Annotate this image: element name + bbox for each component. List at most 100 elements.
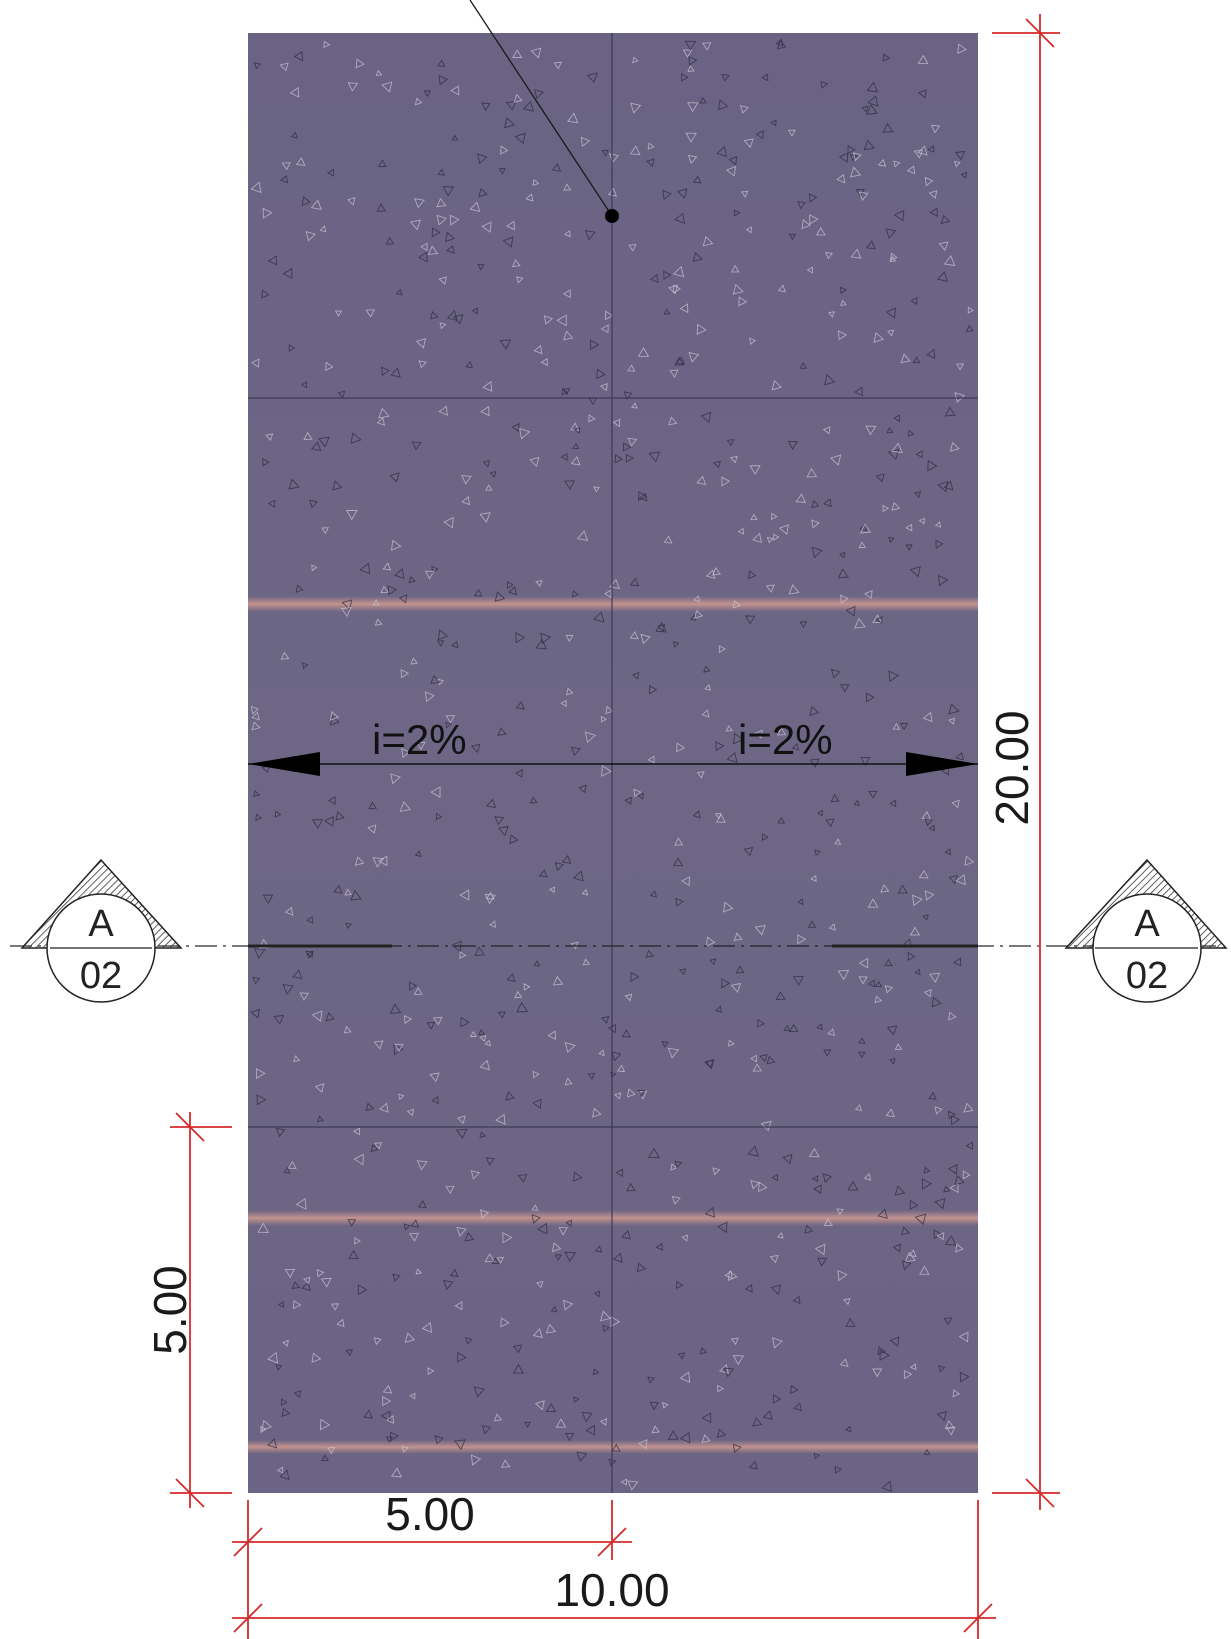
gravel-mark: [537, 1222, 548, 1235]
gravel-mark: [363, 1409, 373, 1419]
gravel-mark: [909, 1363, 917, 1371]
gravel-mark: [572, 1171, 583, 1182]
gravel-mark: [329, 711, 340, 721]
gravel-mark: [924, 890, 935, 901]
gravel-mark: [721, 978, 731, 989]
gravel-mark: [580, 136, 591, 147]
gravel-mark: [775, 38, 784, 47]
gravel-mark: [590, 339, 600, 350]
gravel-mark: [592, 1368, 600, 1376]
gravel-mark: [733, 932, 743, 941]
gravel-mark: [630, 102, 642, 114]
gravel-mark: [738, 296, 748, 307]
gravel-mark: [436, 197, 447, 208]
gravel-mark: [452, 314, 464, 325]
gravel-mark: [953, 160, 961, 168]
gravel-mark: [756, 1018, 766, 1028]
gravel-mark: [397, 1093, 405, 1101]
gravel-mark: [610, 1315, 621, 1328]
gravel-mark: [306, 950, 314, 959]
gravel-mark: [812, 1184, 822, 1195]
gravel-mark: [323, 40, 331, 49]
gravel-mark: [912, 894, 923, 907]
gravel-mark: [688, 351, 700, 363]
gravel-mark: [788, 233, 797, 241]
gravel-mark: [301, 196, 311, 206]
gravel-mark: [891, 501, 901, 511]
gravel-mark: [912, 356, 921, 364]
gravel-mark: [761, 73, 769, 82]
gravel-mark: [258, 938, 270, 949]
gravel-mark: [874, 995, 883, 1004]
gravel-mark: [955, 752, 964, 761]
gravel-mark: [600, 324, 609, 334]
gravel-mark: [943, 1185, 951, 1193]
gravel-mark: [581, 888, 589, 896]
gravel-mark: [940, 214, 951, 225]
gravel-mark: [676, 188, 688, 199]
gravel-mark: [552, 975, 564, 986]
gravel-mark: [923, 1448, 931, 1455]
gravel-mark: [864, 589, 873, 600]
gravel-mark: [649, 685, 658, 695]
gravel-mark: [868, 790, 878, 799]
gravel-mark: [772, 1337, 783, 1349]
gravel-mark: [555, 1418, 567, 1428]
gravel-mark: [489, 470, 497, 478]
gravel-mark: [651, 1425, 661, 1434]
gravel-mark: [477, 263, 485, 271]
gravel-mark: [730, 264, 740, 273]
gravel-mark: [849, 166, 862, 178]
gravel-mark: [875, 473, 885, 483]
gravel-mark: [845, 605, 856, 617]
gravel-mark: [409, 981, 418, 991]
gravel-mark: [381, 81, 393, 93]
gravel-mark: [752, 532, 763, 544]
gravel-mark: [548, 886, 555, 894]
gravel-mark: [390, 367, 401, 378]
gravel-mark: [347, 1219, 357, 1227]
gravel-mark: [535, 580, 543, 588]
gravel-mark: [609, 153, 620, 164]
gravel-mark: [667, 1430, 679, 1440]
gravel-mark: [373, 1337, 382, 1346]
gravel-mark: [456, 1226, 467, 1237]
gravel-mark: [854, 386, 864, 397]
slope-label-left: i=2%: [372, 716, 467, 763]
gravel-mark: [701, 1434, 711, 1443]
gravel-mark: [401, 1445, 409, 1454]
gravel-mark: [455, 1128, 468, 1140]
gravel-mark: [915, 450, 923, 459]
gravel-mark: [380, 1410, 391, 1422]
gravel-mark: [316, 1115, 324, 1123]
gravel-mark: [777, 816, 786, 824]
gravel-mark: [509, 834, 519, 845]
gravel-mark: [393, 1044, 404, 1056]
gravel-mark: [947, 1110, 956, 1120]
gravel-mark: [570, 456, 581, 466]
gravel-mark: [839, 1358, 849, 1367]
gravel-mark: [936, 271, 948, 283]
roof-drain-point: [605, 209, 619, 223]
gravel-mark: [823, 1049, 832, 1057]
gravel-mark: [863, 1172, 872, 1181]
gravel-mark: [692, 810, 701, 819]
gravel-mark: [326, 168, 334, 177]
gravel-mark: [325, 361, 334, 372]
gravel-mark: [333, 884, 343, 894]
gravel-mark: [389, 1003, 402, 1014]
gravel-mark: [885, 228, 897, 239]
gravel-mark: [395, 288, 403, 296]
gravel-mark: [404, 1332, 416, 1343]
gravel-mark: [301, 1281, 311, 1292]
gravel-mark: [728, 155, 738, 166]
gravel-mark: [637, 792, 644, 800]
gravel-mark: [600, 1015, 610, 1024]
gravel-mark: [265, 433, 274, 442]
gravel-mark: [811, 546, 823, 559]
gravel-mark: [515, 632, 526, 644]
gravel-mark: [674, 356, 685, 366]
gravel-mark: [947, 1164, 958, 1175]
gravel-mark: [446, 310, 458, 322]
gravel-mark: [667, 1047, 680, 1059]
